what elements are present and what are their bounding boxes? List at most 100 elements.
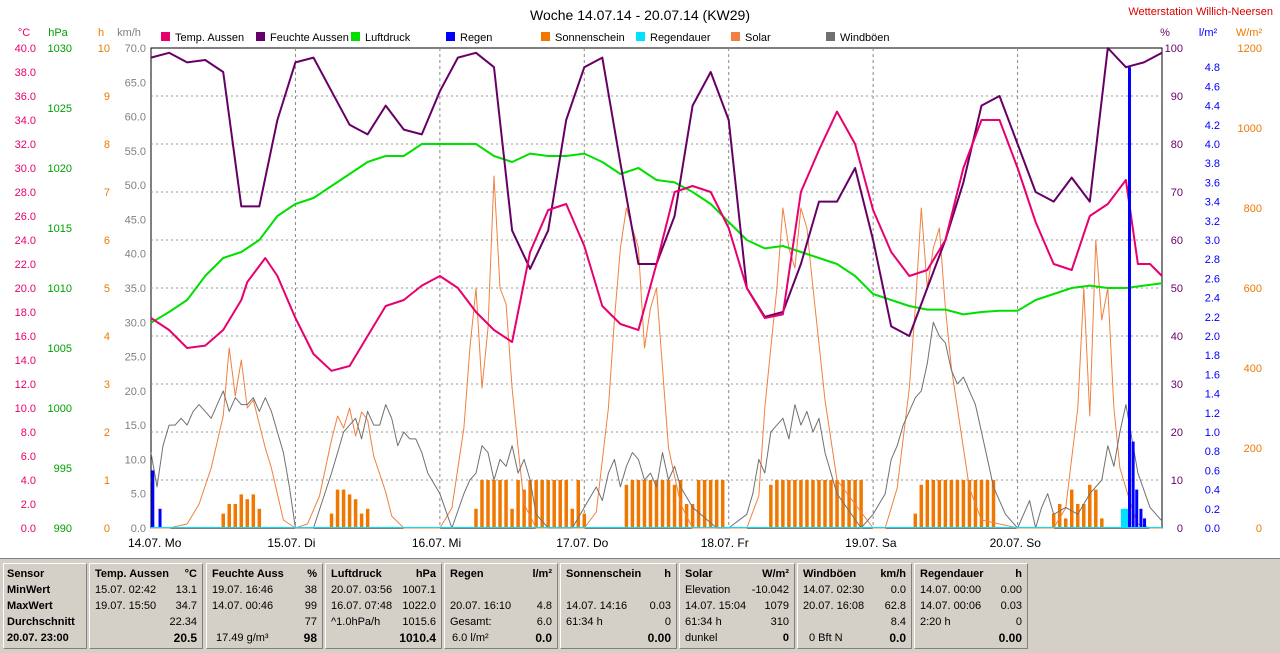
tick-label-rain: 3.2	[1205, 216, 1220, 228]
tick-label-temp: 10.0	[15, 403, 36, 415]
bar-sunshine	[245, 499, 250, 528]
wind-min-time: 14.07. 02:30	[803, 584, 865, 596]
tick-label-humidity: 30	[1171, 379, 1183, 391]
humidity-max-time: 14.07. 00:46	[212, 600, 274, 612]
tick-label-wind: 0.0	[131, 523, 146, 535]
bar-sunshine	[799, 480, 803, 528]
tick-label-temp: 12.0	[15, 379, 36, 391]
tick-label-pressure: 1005	[48, 343, 72, 355]
tick-label-humidity: 90	[1171, 91, 1183, 103]
tick-label-rain: 3.4	[1205, 197, 1220, 209]
bar-sunshine	[564, 480, 568, 528]
tick-label-temp: 34.0	[15, 115, 36, 127]
tick-label-solar: 0	[1256, 523, 1262, 535]
tick-label-temp: 20.0	[15, 283, 36, 295]
bar-sunshine	[257, 508, 262, 528]
rain-current: 0.0	[535, 631, 552, 645]
bar-sunshine	[1051, 513, 1056, 528]
bar-sunshine	[805, 480, 809, 528]
rain-duration-header: Regendauer	[920, 568, 984, 580]
sunshine-max-value: 0.03	[649, 600, 671, 612]
tick-label-pressure: 1030	[48, 43, 72, 55]
tick-label-temp: 16.0	[15, 331, 36, 343]
tick-label-rain: 2.4	[1205, 293, 1220, 305]
pressure-unit: hPa	[415, 568, 436, 580]
temp-unit: °C	[184, 568, 197, 580]
x-tick-label: 16.07. Mi	[412, 536, 461, 550]
sunshine-max-time: 14.07. 14:16	[566, 600, 628, 612]
bar-sunshine	[582, 513, 587, 528]
legend-swatch-rain_duration	[636, 32, 645, 41]
x-axis-labels: 14.07. Mo 15.07. Di 16.07. Mi 17.07. Do 18.0…	[128, 536, 1041, 550]
bar-sunshine	[793, 480, 797, 528]
wind-header: Windböen	[803, 568, 857, 580]
tick-label-sunshine: 3	[104, 379, 110, 391]
tick-label-rain: 3.0	[1205, 235, 1220, 247]
tick-label-temp: 8.0	[21, 427, 36, 439]
legend-swatch-temp	[161, 32, 170, 41]
temp-header: Temp. Aussen	[95, 568, 169, 580]
bar-sunshine	[817, 480, 821, 528]
bar-sunshine	[480, 480, 484, 528]
bar-sunshine	[859, 480, 863, 528]
legend-label-wind_gust: Windböen	[840, 32, 890, 44]
tick-label-temp: 40.0	[15, 43, 36, 55]
x-tick-label: 20.07. So	[990, 536, 1042, 550]
solar-avg: 310	[770, 616, 789, 628]
x-tick-label: 15.07. Di	[267, 536, 315, 550]
humidity-avg: 77	[304, 616, 317, 628]
legend-label-solar: Solar	[745, 32, 771, 44]
bar-sunshine	[251, 494, 256, 528]
axis-unit-label: hPa	[48, 27, 68, 39]
bar-sunshine	[985, 480, 990, 528]
bar-rain	[1135, 489, 1139, 528]
bar-sunshine	[991, 480, 996, 528]
legend-swatch-pressure	[351, 32, 360, 41]
tick-label-solar: 1200	[1238, 43, 1262, 55]
bar-sunshine	[630, 480, 635, 528]
tick-label-rain: 0.8	[1205, 446, 1220, 458]
tick-label-wind: 70.0	[125, 43, 146, 55]
rain-extra: 6.0 l/m²	[452, 632, 489, 644]
bar-sunshine	[943, 480, 948, 528]
tick-label-sunshine: 6	[104, 235, 110, 247]
tick-label-temp: 6.0	[21, 451, 36, 463]
x-tick-label: 19.07. Sa	[845, 536, 897, 550]
pressure-max-value: 1022.0	[402, 600, 436, 612]
pressure-max-time: 16.07. 07:48	[331, 600, 393, 612]
bar-sunshine	[576, 480, 581, 528]
tick-label-humidity: 60	[1171, 235, 1183, 247]
humidity-header: Feuchte Auss	[212, 568, 284, 580]
bar-sunshine	[233, 504, 237, 528]
rain-total-value: 6.0	[536, 616, 552, 628]
sunshine-header: Sonnenschein	[566, 568, 642, 580]
humidity-min-value: 38	[304, 584, 317, 596]
bar-sunshine	[949, 480, 954, 528]
rain-unit: l/m²	[532, 568, 552, 580]
bar-sunshine	[702, 480, 707, 528]
tick-label-rain: 3.6	[1205, 177, 1220, 189]
sunshine-total-value: 0	[664, 616, 671, 628]
tick-label-wind: 55.0	[125, 146, 146, 158]
tick-label-wind: 30.0	[125, 317, 146, 329]
tick-label-temp: 26.0	[15, 211, 36, 223]
tick-label-sunshine: 5	[104, 283, 110, 295]
label-current: 20.07. 23:00	[7, 632, 69, 644]
bar-sunshine	[570, 508, 574, 528]
label-avg: Durchschnitt	[7, 616, 75, 628]
tick-label-solar: 200	[1244, 443, 1262, 455]
tick-label-wind: 15.0	[125, 420, 146, 432]
tick-label-rain: 1.2	[1205, 408, 1220, 420]
bar-sunshine	[1057, 504, 1062, 528]
tick-label-temp: 2.0	[21, 499, 36, 511]
bar-sunshine	[931, 480, 936, 528]
tick-label-wind: 45.0	[125, 214, 146, 226]
humidity-unit: %	[307, 568, 317, 580]
humidity-current: 98	[303, 631, 317, 645]
stats-sensor-header: Sensor	[7, 568, 45, 580]
bar-sunshine	[636, 480, 641, 528]
solar-elevation-label: Elevation	[685, 584, 731, 596]
tick-label-temp: 24.0	[15, 235, 36, 247]
legend-label-rain: Regen	[460, 32, 492, 44]
